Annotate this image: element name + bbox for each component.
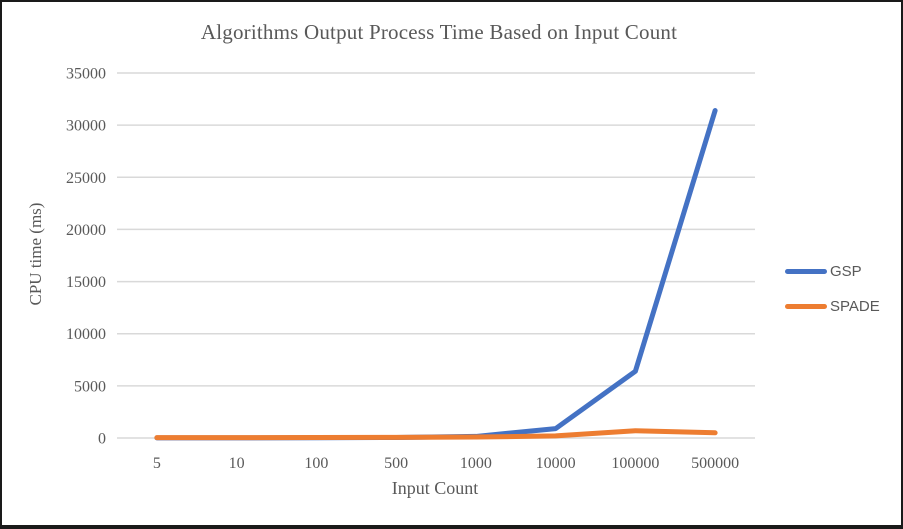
x-tick-label: 500 (384, 455, 408, 472)
chart-title: Algorithms Output Process Time Based on … (200, 20, 678, 44)
legend-label-spade: SPADE (830, 297, 880, 315)
y-tick-label: 10000 (66, 326, 106, 343)
y-tick-label: 30000 (66, 118, 106, 135)
y-tick-label: 15000 (66, 274, 106, 291)
spade-line-swatch (785, 303, 827, 309)
y-tick-label: 20000 (66, 222, 106, 239)
y-tick-label: 25000 (66, 170, 106, 187)
x-tick-label: 100000 (611, 455, 659, 472)
y-tick-label: 0 (98, 431, 106, 448)
x-tick-label: 10000 (536, 455, 576, 472)
x-tick-label: 10 (229, 455, 245, 472)
legend-item-gsp: GSP (785, 261, 880, 281)
legend-item-spade: SPADE (785, 296, 880, 316)
x-axis-title: Input Count (391, 478, 479, 498)
series-line-spade (154, 428, 718, 441)
legend: GSP SPADE (785, 261, 880, 331)
y-tick-label: 35000 (66, 66, 106, 83)
y-axis-title: CPU time (ms) (26, 202, 45, 306)
x-tick-label: 5 (153, 455, 161, 472)
x-tick-label: 500000 (691, 455, 739, 472)
x-tick-label: 1000 (460, 455, 492, 472)
legend-label-gsp: GSP (830, 262, 862, 280)
series-line-gsp (154, 108, 718, 441)
y-tick-label: 5000 (74, 378, 106, 395)
x-tick-label: 100 (304, 455, 328, 472)
gsp-line-swatch (785, 268, 827, 274)
